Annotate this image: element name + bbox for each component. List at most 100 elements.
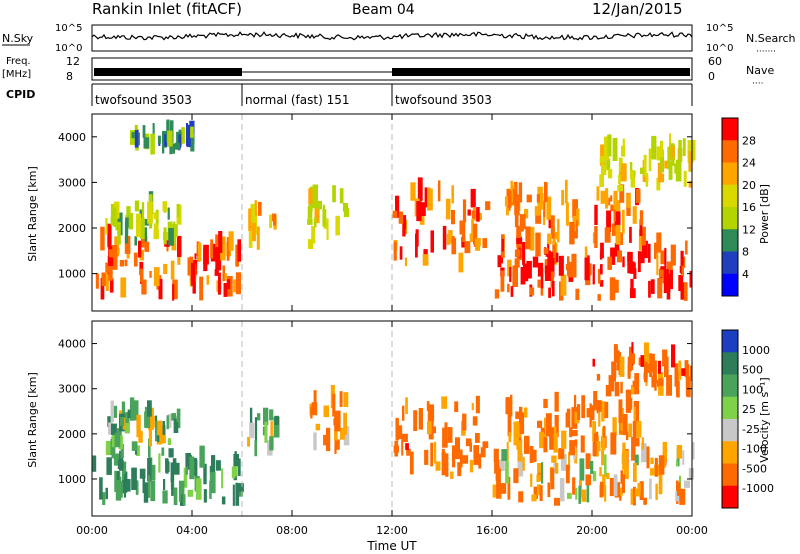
heatmap-cell (633, 438, 640, 447)
colorbar-swatch (722, 140, 738, 163)
heatmap-cell (604, 485, 607, 502)
heatmap-cell (99, 477, 103, 500)
heatmap-cell (120, 277, 127, 298)
heatmap-cell (512, 265, 518, 287)
heatmap-cell (323, 434, 328, 446)
heatmap-cell (613, 190, 618, 214)
heatmap-cell (178, 134, 181, 149)
heatmap-cell (599, 251, 603, 260)
heatmap-cell (599, 481, 604, 498)
heatmap-cell (441, 451, 446, 476)
time-axis-label: Time UT (366, 539, 417, 553)
heatmap-cell (537, 262, 544, 277)
heatmap-cell (237, 458, 241, 476)
freq-axis-label-1: Freq. (6, 56, 31, 67)
heatmap-cell (600, 264, 603, 275)
heatmap-cell (508, 191, 512, 208)
heatmap-cell (679, 266, 684, 273)
heatmap-cell (315, 423, 321, 431)
heatmap-cell (124, 423, 130, 434)
heatmap-cell (220, 236, 226, 261)
heatmap-cell (198, 242, 202, 262)
heatmap-cell (139, 209, 144, 225)
heatmap-cell (127, 409, 131, 419)
heatmap-cell (547, 233, 552, 245)
heatmap-cell (459, 449, 463, 468)
colorbar-tick-label: 20 (742, 179, 756, 192)
heatmap-cell (112, 245, 118, 258)
heatmap-cell (543, 200, 546, 218)
heatmap-cell (442, 427, 448, 448)
heatmap-cell (642, 175, 649, 183)
heatmap-cell (215, 460, 221, 471)
heatmap-cell (172, 143, 175, 154)
power-axis-ticks: 4000 3000 2000 1000 (58, 131, 692, 281)
heatmap-cell (108, 422, 114, 435)
heatmap-cell (311, 225, 316, 244)
heatmap-cell (550, 468, 555, 490)
heatmap-cell (603, 401, 609, 419)
heatmap-cell (323, 405, 329, 418)
heatmap-cell (602, 474, 606, 497)
heatmap-cell (133, 400, 139, 421)
heatmap-cell (144, 241, 150, 252)
heatmap-cell (507, 476, 511, 500)
heatmap-cell (550, 271, 555, 288)
heatmap-cell (581, 395, 586, 418)
heatmap-cell (181, 494, 184, 506)
heatmap-cell (222, 265, 226, 282)
heatmap-cell (638, 229, 642, 251)
cpid-segment-label: twofsound 3503 (395, 93, 492, 107)
heatmap-cell (524, 407, 528, 418)
heatmap-cell (144, 227, 147, 242)
heatmap-cell (624, 467, 629, 480)
heatmap-cell (117, 221, 121, 245)
heatmap-cell (629, 226, 632, 243)
heatmap-cell (482, 441, 489, 449)
heatmap-cell (172, 283, 175, 301)
x-tick-label: 08:00 (276, 524, 308, 537)
heatmap-cell (234, 466, 238, 477)
heatmap-cell (681, 265, 684, 277)
heatmap-cell (610, 195, 613, 202)
heatmap-cell (589, 405, 595, 421)
heatmap-cell (558, 447, 565, 459)
heatmap-cell (536, 474, 541, 482)
heatmap-cell (451, 210, 455, 225)
heatmap-cell (190, 126, 194, 138)
heatmap-cell (254, 417, 258, 441)
heatmap-cell (125, 217, 131, 228)
heatmap-cell (158, 453, 161, 473)
heatmap-cell (622, 413, 628, 436)
heatmap-cell (622, 209, 625, 234)
nsky-panel: N.Sky 10^5 10^0 10^5 10^0 N.Search ·····… (2, 23, 796, 57)
heatmap-cell (593, 399, 597, 411)
heatmap-cell (113, 405, 117, 418)
heatmap-cell (465, 438, 472, 447)
heatmap-cell (616, 200, 620, 213)
heatmap-cell (176, 203, 180, 217)
heatmap-cell (610, 204, 616, 212)
heatmap-cell (147, 201, 153, 224)
heatmap-cell (557, 218, 560, 243)
heatmap-cell (520, 267, 526, 285)
heatmap-cell (140, 217, 145, 239)
heatmap-cell (654, 457, 658, 477)
heatmap-cell (163, 227, 167, 245)
colorbar-swatch (722, 485, 738, 509)
y-tick-label: 1000 (58, 473, 86, 486)
heatmap-cell (167, 130, 173, 147)
heatmap-cell (630, 384, 637, 395)
heatmap-cell (618, 399, 623, 424)
heatmap-cell (644, 358, 648, 383)
heatmap-cell (594, 204, 598, 225)
heatmap-cell (650, 468, 655, 476)
heatmap-cell (131, 132, 136, 139)
heatmap-cell (461, 236, 466, 248)
heatmap-cell (447, 427, 453, 443)
date-label: 12/Jan/2015 (592, 0, 683, 18)
heatmap-cell (554, 497, 560, 506)
heatmap-cell (343, 392, 349, 407)
nsearch-legend-dots: ······· (756, 47, 776, 57)
heatmap-cell (524, 208, 529, 219)
